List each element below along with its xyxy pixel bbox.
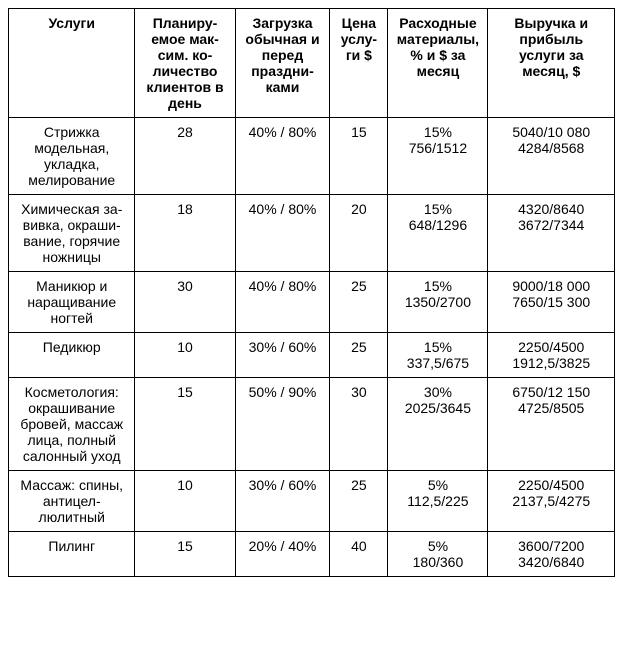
revenue-line: 4320/8640 (494, 201, 608, 217)
materials-amount: 648/1296 (394, 217, 481, 233)
materials-amount: 1350/2700 (394, 294, 481, 310)
cell-load: 40% / 80% (235, 118, 330, 195)
table-row: Стрижка модельная, укладка, мелирование2… (9, 118, 615, 195)
table-row: Маникюр и наращивание ногтей3040% / 80%2… (9, 272, 615, 333)
cell-price: 25 (330, 333, 388, 378)
table-row: Массаж: спины, антицел­люлитный1030% / 6… (9, 471, 615, 532)
revenue-line: 2250/4500 (494, 339, 608, 355)
materials-amount: 2025/3645 (394, 400, 481, 416)
col-header-5: Выручка и прибыль услуги за месяц, $ (488, 9, 615, 118)
cell-service: Педикюр (9, 333, 135, 378)
materials-percent: 15% (394, 339, 481, 355)
cell-price: 15 (330, 118, 388, 195)
materials-amount: 112,5/225 (394, 493, 481, 509)
cell-max-clients: 30 (135, 272, 235, 333)
cell-price: 25 (330, 272, 388, 333)
materials-percent: 5% (394, 477, 481, 493)
cell-revenue: 6750/12 1504725/8505 (488, 378, 615, 471)
revenue-line: 9000/18 000 (494, 278, 608, 294)
cell-service: Массаж: спины, антицел­люлитный (9, 471, 135, 532)
cell-price: 25 (330, 471, 388, 532)
profit-line: 7650/15 300 (494, 294, 608, 310)
materials-percent: 30% (394, 384, 481, 400)
cell-materials: 15%337,5/675 (388, 333, 488, 378)
cell-revenue: 2250/45002137,5/4275 (488, 471, 615, 532)
table-row: Пилинг1520% / 40%405%180/3603600/7200342… (9, 532, 615, 577)
table-row: Химическая за­вивка, окраши­вание, горяч… (9, 195, 615, 272)
cell-revenue: 5040/10 0804284/8568 (488, 118, 615, 195)
cell-service: Косметология: окрашивание бровей, массаж… (9, 378, 135, 471)
table-row: Косметология: окрашивание бровей, массаж… (9, 378, 615, 471)
cell-service: Пилинг (9, 532, 135, 577)
materials-amount: 180/360 (394, 554, 481, 570)
cell-load: 50% / 90% (235, 378, 330, 471)
cell-load: 40% / 80% (235, 195, 330, 272)
cell-service: Маникюр и наращивание ногтей (9, 272, 135, 333)
cell-materials: 30%2025/3645 (388, 378, 488, 471)
materials-percent: 15% (394, 124, 481, 140)
revenue-line: 3600/7200 (494, 538, 608, 554)
materials-percent: 15% (394, 201, 481, 217)
profit-line: 1912,5/3825 (494, 355, 608, 371)
cell-revenue: 2250/45001912,5/3825 (488, 333, 615, 378)
cell-load: 40% / 80% (235, 272, 330, 333)
col-header-0: Услуги (9, 9, 135, 118)
cell-materials: 5%180/360 (388, 532, 488, 577)
cell-max-clients: 15 (135, 532, 235, 577)
materials-amount: 756/1512 (394, 140, 481, 156)
table-row: Педикюр1030% / 60%2515%337,5/6752250/450… (9, 333, 615, 378)
cell-max-clients: 15 (135, 378, 235, 471)
profit-line: 4725/8505 (494, 400, 608, 416)
cell-max-clients: 18 (135, 195, 235, 272)
cell-price: 40 (330, 532, 388, 577)
materials-percent: 15% (394, 278, 481, 294)
col-header-4: Расход­ные материа­лы, % и $ за месяц (388, 9, 488, 118)
col-header-1: Планиру­емое мак­сим. ко­личество клиент… (135, 9, 235, 118)
services-table: УслугиПланиру­емое мак­сим. ко­личество … (8, 8, 615, 577)
cell-price: 20 (330, 195, 388, 272)
cell-materials: 15%648/1296 (388, 195, 488, 272)
cell-service: Химическая за­вивка, окраши­вание, горяч… (9, 195, 135, 272)
revenue-line: 6750/12 150 (494, 384, 608, 400)
cell-revenue: 9000/18 0007650/15 300 (488, 272, 615, 333)
cell-materials: 15%1350/2700 (388, 272, 488, 333)
materials-amount: 337,5/675 (394, 355, 481, 371)
col-header-2: Загрузка обычная и перед праздни­ками (235, 9, 330, 118)
cell-max-clients: 10 (135, 471, 235, 532)
cell-service: Стрижка модельная, укладка, мелирование (9, 118, 135, 195)
cell-materials: 5%112,5/225 (388, 471, 488, 532)
table-header-row: УслугиПланиру­емое мак­сим. ко­личество … (9, 9, 615, 118)
cell-revenue: 4320/86403672/7344 (488, 195, 615, 272)
cell-load: 30% / 60% (235, 471, 330, 532)
profit-line: 3672/7344 (494, 217, 608, 233)
cell-max-clients: 28 (135, 118, 235, 195)
profit-line: 3420/6840 (494, 554, 608, 570)
cell-load: 30% / 60% (235, 333, 330, 378)
materials-percent: 5% (394, 538, 481, 554)
cell-price: 30 (330, 378, 388, 471)
profit-line: 4284/8568 (494, 140, 608, 156)
cell-load: 20% / 40% (235, 532, 330, 577)
cell-max-clients: 10 (135, 333, 235, 378)
revenue-line: 5040/10 080 (494, 124, 608, 140)
cell-materials: 15%756/1512 (388, 118, 488, 195)
col-header-3: Цена услу­ги $ (330, 9, 388, 118)
cell-revenue: 3600/72003420/6840 (488, 532, 615, 577)
profit-line: 2137,5/4275 (494, 493, 608, 509)
revenue-line: 2250/4500 (494, 477, 608, 493)
